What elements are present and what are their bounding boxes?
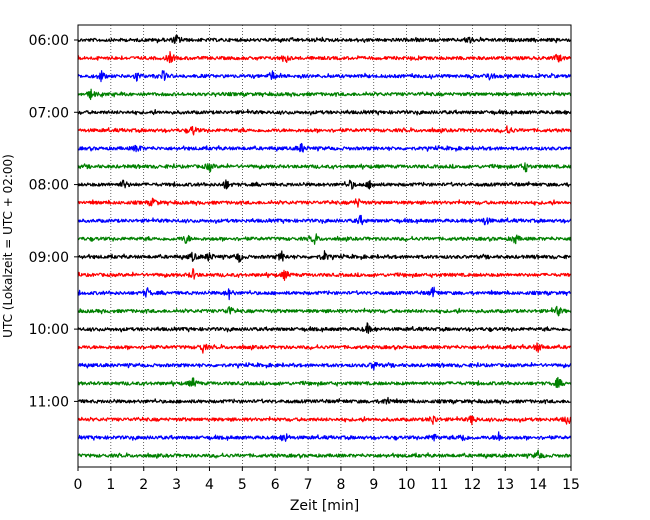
x-tick-label: 6 [271, 477, 280, 493]
y-axis-label: UTC (Lokalzeit = UTC + 02:00) [1, 154, 15, 338]
trace-line [77, 415, 572, 426]
y-tick-label: 10:00 [29, 322, 69, 338]
x-tick-label: 7 [304, 477, 313, 493]
x-tick-label: 10 [398, 477, 416, 493]
y-axis-ticks: 06:00 07:00 08:00 09:00 10:00 11:00 [29, 33, 78, 410]
x-tick-label: 0 [74, 477, 83, 493]
y-tick-label: 07:00 [29, 105, 69, 121]
trace-line [77, 286, 572, 301]
x-tick-label: 4 [205, 477, 214, 493]
trace-line [77, 51, 572, 64]
x-tick-label: 8 [336, 477, 345, 493]
trace-line [77, 268, 572, 281]
trace-line [77, 305, 572, 317]
trace-line [77, 322, 572, 334]
seismogram-traces [77, 34, 572, 459]
trace-line [77, 233, 572, 245]
trace-line [77, 376, 572, 389]
x-tick-label: 13 [496, 477, 514, 493]
trace-line [77, 431, 572, 442]
x-tick-label: 15 [562, 477, 580, 493]
trace-line [77, 34, 572, 44]
plot-frame [77, 24, 572, 468]
x-tick-label: 9 [369, 477, 378, 493]
trace-line [77, 88, 572, 101]
y-tick-label: 09:00 [29, 250, 69, 266]
trace-line [77, 449, 572, 459]
trace-line [77, 342, 572, 354]
x-tick-label: 11 [431, 477, 449, 493]
y-tick-label: 11:00 [29, 394, 69, 410]
trace-line [77, 70, 572, 83]
trace-line [77, 162, 572, 173]
trace-line [77, 179, 572, 190]
x-tick-label: 12 [463, 477, 481, 493]
x-axis-label: Zeit [min] [290, 498, 359, 514]
y-tick-label: 06:00 [29, 33, 69, 49]
y-tick-label: 08:00 [29, 178, 69, 194]
trace-line [77, 250, 572, 263]
trace-line [77, 108, 572, 116]
trace-line [77, 396, 572, 405]
x-tick-label: 5 [238, 477, 247, 493]
x-tick-label: 2 [139, 477, 148, 493]
trace-line [77, 142, 572, 153]
trace-line [77, 125, 572, 136]
x-axis-ticks: 0 1 2 3 4 5 6 7 8 9 10 11 12 13 14 15 [74, 467, 580, 493]
trace-line [77, 361, 572, 371]
x-tick-label: 3 [172, 477, 181, 493]
trace-line [77, 214, 572, 226]
x-tick-label: 14 [529, 477, 547, 493]
x-tick-label: 1 [106, 477, 115, 493]
trace-line [77, 197, 572, 208]
